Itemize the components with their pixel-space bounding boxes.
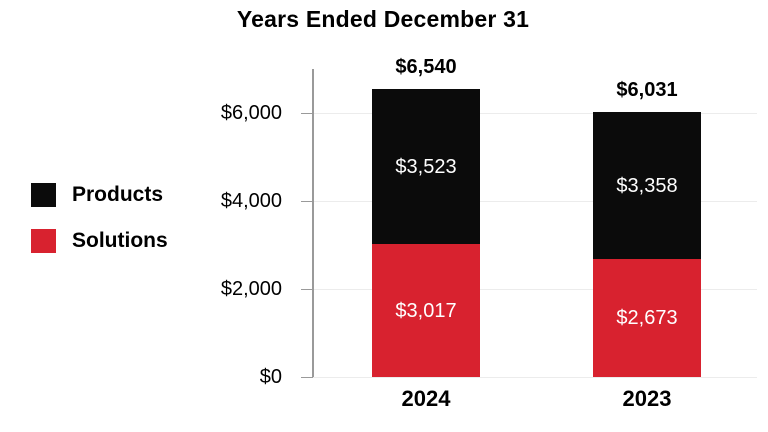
y-axis-tick-label: $2,000 (220, 278, 282, 300)
segment-value-label: $3,523 (395, 155, 457, 178)
bar-2024-solutions-segment (372, 244, 480, 377)
chart-title: Years Ended December 31 (236, 6, 530, 32)
legend-item-solutions: Solutions (31, 229, 168, 253)
y-axis-tick-label: $0 (259, 366, 282, 388)
segment-value-label: $3,358 (616, 174, 678, 197)
y-axis-tick (301, 112, 313, 114)
solutions-swatch-icon (31, 229, 56, 253)
y-axis-tick (301, 288, 313, 290)
y-axis-tick-label: $4,000 (220, 190, 282, 212)
x-axis-label: 2023 (622, 386, 672, 411)
bar-total-label: $6,031 (616, 78, 678, 101)
y-axis-tick (301, 200, 313, 202)
y-axis-line (312, 69, 314, 377)
gridline (313, 112, 757, 114)
legend-item-products: Products (31, 183, 168, 207)
bar-2023-products-segment (593, 111, 701, 260)
segment-value-label: $3,017 (395, 299, 457, 322)
legend-label-products: Products (72, 183, 164, 206)
segment-value-label: $2,673 (616, 307, 678, 330)
y-axis-tick (301, 376, 313, 378)
gridline (313, 200, 757, 202)
bar-2024-products-segment (372, 89, 480, 245)
legend-label-solutions: Solutions (72, 229, 168, 252)
x-axis-label: 2024 (401, 386, 451, 411)
gridline (313, 376, 757, 378)
products-swatch-icon (31, 183, 56, 207)
gridline (313, 288, 757, 290)
bar-total-label: $6,540 (395, 56, 457, 79)
y-axis-tick-label: $6,000 (220, 102, 282, 124)
bar-2023-solutions-segment (593, 259, 701, 377)
legend: Products Solutions (31, 183, 168, 253)
